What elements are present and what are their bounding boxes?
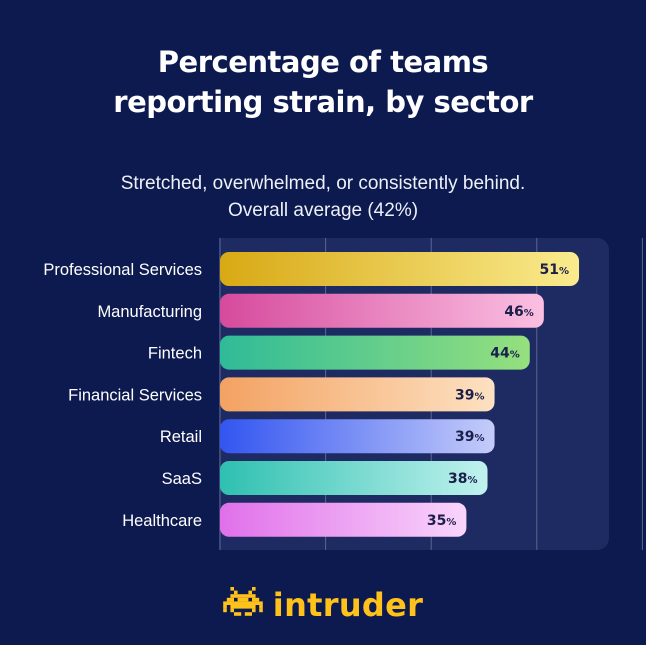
category-label: Retail: [160, 428, 202, 446]
bar-6: [220, 502, 467, 537]
bar-2: [220, 335, 530, 370]
value-label: 39%: [455, 387, 485, 403]
bar-1: [220, 293, 544, 328]
bar-0: [220, 252, 580, 286]
bar-3: [220, 377, 495, 412]
value-label: 38%: [448, 471, 478, 487]
value-label: 39%: [455, 429, 485, 445]
category-label: Manufacturing: [97, 303, 202, 321]
value-label: 46%: [504, 304, 534, 320]
chart-title-line-2: reporting strain, by sector: [113, 85, 533, 119]
category-label: Fintech: [148, 345, 202, 363]
category-label: SaaS: [162, 470, 202, 488]
chart-subtitle: Stretched, overwhelmed, or consistently …: [0, 170, 646, 224]
brand-name: intruder: [272, 586, 424, 624]
bar-4: [220, 419, 495, 454]
value-label: 44%: [490, 346, 520, 362]
category-label: Professional Services: [43, 261, 202, 279]
brand-logo: intruder: [0, 580, 646, 630]
chart-subtitle-line-2: Overall average (42%): [227, 200, 419, 221]
category-label: Healthcare: [122, 512, 202, 530]
space-invader-icon: [222, 587, 263, 616]
bar-5: [220, 461, 488, 495]
chart-subtitle-line-1: Stretched, overwhelmed, or consistently …: [120, 173, 526, 194]
chart-title: Percentage of teams reporting strain, by…: [0, 42, 646, 122]
value-label: 35%: [427, 513, 457, 529]
value-label: 51%: [540, 262, 570, 278]
category-label: Financial Services: [68, 386, 202, 404]
chart-title-line-1: Percentage of teams: [157, 45, 489, 79]
